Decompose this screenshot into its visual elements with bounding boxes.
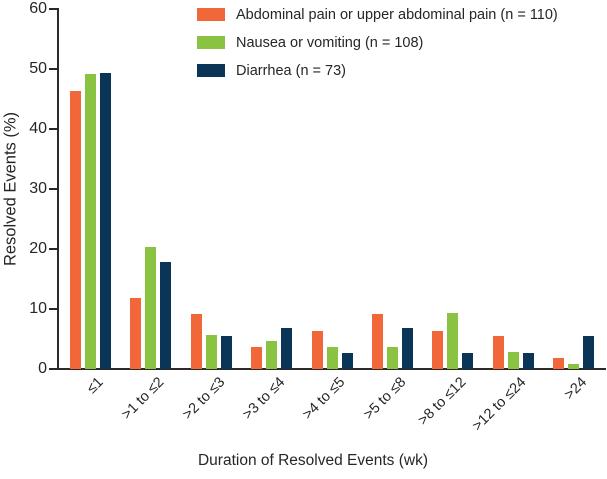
bar-nausea-vomiting-group3 xyxy=(205,335,217,369)
bar-diarrhea-group9 xyxy=(583,336,595,369)
bar-nausea-vomiting-group7 xyxy=(447,313,459,369)
bar-abdominal-pain-group2 xyxy=(130,298,142,369)
legend-label: Nausea or vomiting (n = 108) xyxy=(236,34,424,51)
x-category-label: >1 to ≤2 xyxy=(118,374,168,423)
bar-abdominal-pain-group3 xyxy=(190,314,202,369)
bar-abdominal-pain-group5 xyxy=(311,331,323,369)
bar-diarrhea-group8 xyxy=(522,353,534,369)
bar-abdominal-pain-group4 xyxy=(251,347,263,369)
bar-diarrhea-group4 xyxy=(281,328,293,369)
bar-abdominal-pain-group7 xyxy=(432,331,444,369)
y-tick-label: 0 xyxy=(38,360,47,377)
bar-diarrhea-group2 xyxy=(160,262,172,369)
bar-nausea-vomiting-group5 xyxy=(326,347,338,369)
y-tick-label: 20 xyxy=(29,240,47,257)
legend-label: Diarrhea (n = 73) xyxy=(236,62,347,79)
y-tick-label: 50 xyxy=(29,60,47,77)
bar-diarrhea-group7 xyxy=(462,353,474,369)
y-tick-mark xyxy=(49,128,57,130)
bar-abdominal-pain-group9 xyxy=(553,358,565,369)
x-category-label: >24 xyxy=(561,374,591,404)
y-tick-mark xyxy=(49,248,57,250)
bar-nausea-vomiting-group2 xyxy=(145,247,157,369)
y-axis-line xyxy=(57,8,59,369)
y-tick-mark xyxy=(49,188,57,190)
x-category-label: >8 to ≤12 xyxy=(415,374,470,429)
bar-diarrhea-group5 xyxy=(341,353,353,369)
bar-nausea-vomiting-group9 xyxy=(568,364,580,369)
bar-abdominal-pain-group6 xyxy=(372,314,383,369)
x-category-label: >12 to ≤24 xyxy=(469,374,530,435)
bar-diarrhea-group1 xyxy=(100,73,111,369)
legend-item-abdominal-pain: Abdominal pain or upper abdominal pain (… xyxy=(197,6,558,23)
x-axis-line xyxy=(57,368,606,370)
y-tick-label: 40 xyxy=(29,120,47,137)
y-tick-mark xyxy=(49,68,57,70)
x-category-label: >4 to ≤5 xyxy=(300,374,349,423)
y-tick-label: 10 xyxy=(29,300,47,317)
y-tick-mark xyxy=(49,8,57,10)
bar-abdominal-pain-group8 xyxy=(492,336,504,369)
legend-item-diarrhea: Diarrhea (n = 73) xyxy=(197,62,558,79)
legend: Abdominal pain or upper abdominal pain (… xyxy=(197,7,558,91)
bar-nausea-vomiting-group8 xyxy=(507,352,519,369)
x-axis-title: Duration of Resolved Events (wk) xyxy=(197,452,429,469)
bar-abdominal-pain-group1 xyxy=(70,91,81,369)
y-tick-mark xyxy=(49,308,57,310)
bar-diarrhea-group6 xyxy=(402,328,413,369)
x-category-label: ≤1 xyxy=(84,374,108,397)
y-tick-label: 30 xyxy=(29,180,47,197)
x-category-label: >5 to ≤8 xyxy=(360,374,410,423)
legend-swatch-diarrhea xyxy=(197,64,225,77)
bar-nausea-vomiting-group1 xyxy=(85,74,96,369)
y-tick-mark xyxy=(49,368,57,370)
x-category-label: >2 to ≤3 xyxy=(179,374,228,423)
legend-item-nausea-vomiting: Nausea or vomiting (n = 108) xyxy=(197,34,558,51)
legend-label: Abdominal pain or upper abdominal pain (… xyxy=(236,6,558,23)
legend-swatch-abdominal-pain xyxy=(197,8,225,21)
x-category-label: >3 to ≤4 xyxy=(239,374,289,423)
bar-nausea-vomiting-group4 xyxy=(266,341,278,369)
y-tick-label: 60 xyxy=(29,0,47,17)
legend-swatch-nausea-vomiting xyxy=(197,36,225,49)
bar-nausea-vomiting-group6 xyxy=(387,347,398,369)
bar-diarrhea-group3 xyxy=(220,336,232,369)
